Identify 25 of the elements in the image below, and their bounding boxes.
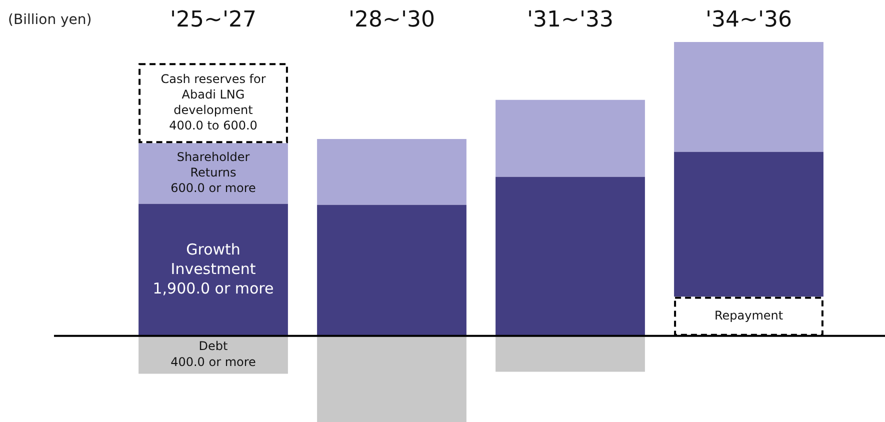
series-label: Repayment	[714, 308, 784, 322]
annotation: 400.0 to 600.0	[169, 118, 258, 133]
bar	[138, 143, 288, 204]
bar	[674, 42, 824, 152]
series-label: Cash reserves for Abadi LNG development	[160, 72, 266, 118]
series-label: Shareholder Returns	[176, 150, 250, 180]
annotation: 1,900.0 or more	[152, 279, 274, 298]
bar	[496, 100, 645, 177]
bar	[496, 176, 645, 336]
x-tick-label: '25~'27	[170, 8, 257, 33]
bar	[496, 336, 645, 372]
series-label: Growth Investment	[170, 240, 256, 278]
series-label: Debt	[198, 339, 228, 354]
bar	[674, 152, 824, 297]
y-axis-title: (Billion yen)	[8, 12, 92, 28]
bar	[317, 204, 466, 336]
x-tick-label: '31~'33	[526, 8, 614, 33]
bar	[138, 336, 288, 374]
annotation: 600.0 or more	[170, 181, 256, 196]
bar	[138, 204, 288, 336]
bar	[317, 336, 466, 422]
bar	[317, 138, 466, 205]
x-tick-label: '34~'36	[705, 8, 792, 33]
annotation: 400.0 or more	[170, 354, 256, 369]
x-tick-label: '28~'30	[348, 8, 436, 33]
